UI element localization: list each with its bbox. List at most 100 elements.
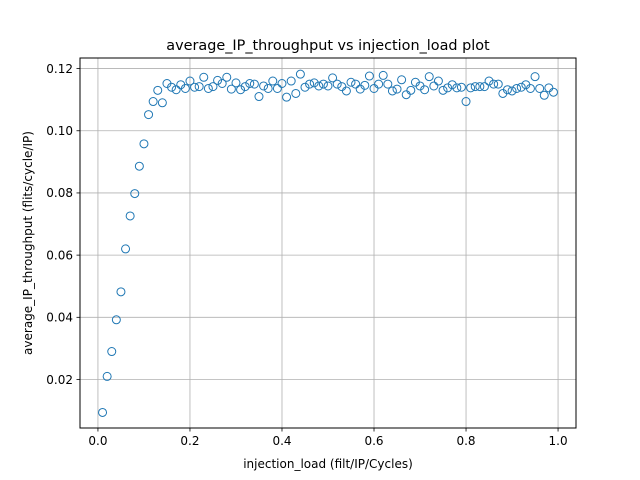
data-point <box>107 347 117 357</box>
x-tick-label: 1.0 <box>549 434 568 448</box>
data-point <box>309 78 319 88</box>
data-point <box>125 211 135 221</box>
data-point <box>116 287 126 297</box>
data-point <box>539 90 549 100</box>
data-point <box>341 86 351 96</box>
data-point <box>102 371 112 381</box>
data-point <box>282 92 292 102</box>
data-point <box>548 87 558 97</box>
data-point <box>489 79 499 89</box>
y-tick-label: 0.10 <box>46 124 73 138</box>
data-point <box>443 83 453 93</box>
data-point <box>323 81 333 91</box>
data-point <box>236 85 246 95</box>
data-point <box>484 76 494 86</box>
data-point <box>318 79 328 89</box>
data-point <box>378 70 388 80</box>
data-point <box>295 69 305 79</box>
data-point <box>231 78 241 88</box>
x-tick-label: 0.2 <box>180 434 199 448</box>
data-point <box>456 82 466 92</box>
data-point <box>263 83 273 93</box>
data-point <box>479 82 489 92</box>
data-point <box>305 79 315 89</box>
data-point <box>217 78 227 88</box>
data-point <box>346 77 356 87</box>
data-point <box>249 79 259 89</box>
data-point <box>286 76 296 86</box>
data-point <box>507 86 517 96</box>
data-point <box>351 79 361 89</box>
data-point <box>157 98 167 108</box>
data-point <box>213 75 223 85</box>
data-point <box>424 72 434 82</box>
y-tick-label: 0.06 <box>46 248 73 262</box>
data-point <box>190 82 200 92</box>
data-point <box>291 88 301 98</box>
data-point <box>226 84 236 94</box>
data-point <box>314 81 324 91</box>
data-point <box>171 85 181 95</box>
data-point <box>525 83 535 93</box>
data-point <box>360 80 370 90</box>
data-point <box>512 83 522 93</box>
data-point <box>272 83 282 93</box>
data-point <box>180 83 190 93</box>
y-axis-label: average_IP_throughput (flits/cycle/IP) <box>21 131 35 355</box>
data-point <box>194 82 204 92</box>
data-point <box>208 82 218 92</box>
data-point <box>429 81 439 91</box>
data-point <box>475 82 485 92</box>
data-point <box>153 85 163 95</box>
data-point <box>111 315 121 325</box>
data-point <box>535 83 545 93</box>
data-point <box>203 83 213 93</box>
x-tick-label: 0.0 <box>88 434 107 448</box>
data-point <box>420 85 430 95</box>
data-point <box>222 72 232 82</box>
data-point <box>134 161 144 171</box>
data-point <box>121 244 131 254</box>
data-point <box>240 82 250 92</box>
data-point <box>300 82 310 92</box>
data-point <box>185 76 195 86</box>
chart-title: average_IP_throughput vs injection_load … <box>166 38 490 54</box>
plot-area-frame <box>79 57 577 429</box>
data-point <box>130 189 140 199</box>
data-point <box>277 78 287 88</box>
data-points <box>98 69 558 417</box>
data-point <box>254 92 264 102</box>
data-point <box>530 72 540 82</box>
data-point <box>447 80 457 90</box>
x-tick-label: 0.6 <box>364 434 383 448</box>
data-point <box>493 79 503 89</box>
y-tick-label: 0.12 <box>46 62 73 76</box>
data-point <box>98 407 108 417</box>
data-point <box>199 72 209 82</box>
data-point <box>466 83 476 93</box>
data-point <box>268 76 278 86</box>
data-point <box>406 85 416 95</box>
data-point <box>461 97 471 107</box>
data-point <box>148 97 158 107</box>
axis-ticks: 0.0 0.2 0.4 0.6 0.8 1.0 0.02 0.04 0.06 0.08 0.10 0.… <box>46 62 567 448</box>
data-point <box>332 79 342 89</box>
data-point <box>364 71 374 81</box>
y-tick-label: 0.04 <box>46 311 73 325</box>
data-point <box>383 79 393 89</box>
data-point <box>470 82 480 92</box>
data-point <box>438 85 448 95</box>
data-point <box>387 86 397 96</box>
data-point <box>167 82 177 92</box>
data-point <box>392 84 402 94</box>
data-point <box>245 78 255 88</box>
y-tick-label: 0.08 <box>46 186 73 200</box>
x-tick-label: 0.8 <box>456 434 475 448</box>
data-point <box>452 83 462 93</box>
data-point <box>144 110 154 120</box>
data-point <box>397 75 407 85</box>
grid <box>80 58 576 428</box>
data-point <box>433 76 443 86</box>
